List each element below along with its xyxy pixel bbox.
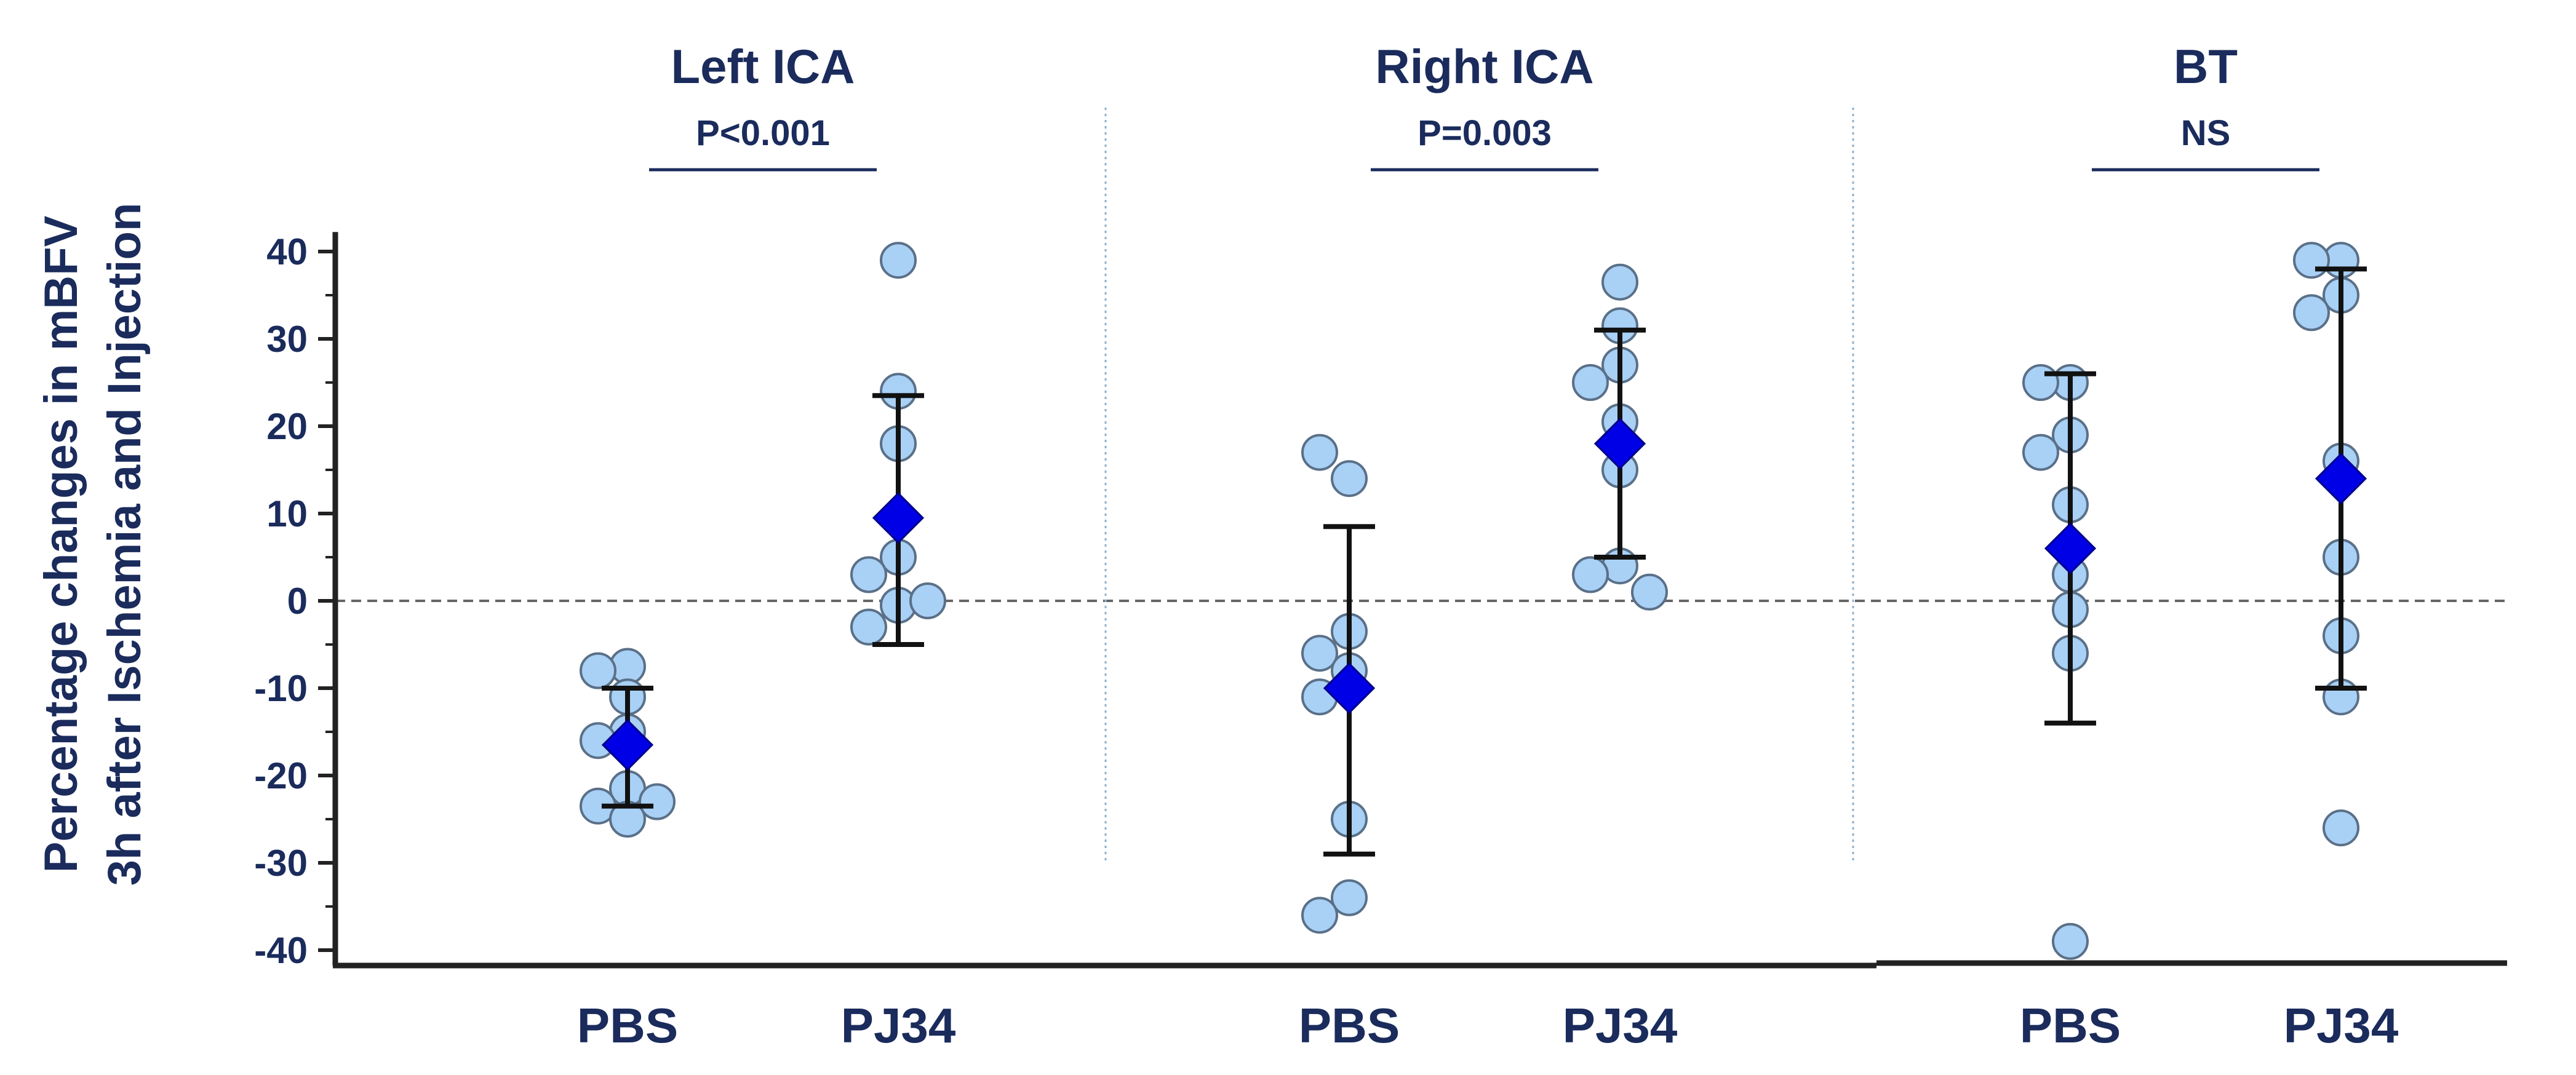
group-right-ica: Right ICA P=0.003 PBS PJ34 <box>1299 39 1678 1053</box>
data-point <box>880 242 917 279</box>
mean-marker <box>2315 453 2367 505</box>
group-title: Left ICA <box>671 39 855 93</box>
mean-marker <box>2044 522 2097 574</box>
data-point <box>2052 922 2089 960</box>
mean-marker <box>1593 418 1646 470</box>
y-tick-label: -40 <box>254 930 308 971</box>
y-tick-label: 20 <box>266 406 308 447</box>
x-category-label: PJ34 <box>2284 998 2399 1053</box>
significance-label: P=0.003 <box>1418 113 1552 153</box>
x-category-label: PJ34 <box>841 998 956 1053</box>
group-bt: BT NS PBS PJ34 <box>2020 39 2399 1053</box>
data-point <box>2022 364 2059 401</box>
y-tick-label: -10 <box>254 668 308 709</box>
condition-pj34: PJ34 <box>1563 263 1678 1053</box>
group-title: BT <box>2174 39 2238 93</box>
data-point <box>1601 263 1638 301</box>
x-category-label: PBS <box>2020 998 2121 1053</box>
condition-pbs: PBS <box>577 648 679 1053</box>
data-point <box>580 652 616 689</box>
x-category-label: PJ34 <box>1563 998 1678 1053</box>
significance-label: P<0.001 <box>696 113 830 153</box>
significance-label: NS <box>2181 113 2231 153</box>
group-left-ica: Left ICA P<0.001 PBS PJ34 <box>577 39 956 1053</box>
mean-marker <box>1323 662 1376 715</box>
y-tick-label: 0 <box>287 581 308 622</box>
data-point <box>639 783 676 820</box>
data-point <box>909 582 946 619</box>
x-category-label: PBS <box>577 998 679 1053</box>
data-point <box>1301 434 1338 471</box>
mean-marker <box>872 491 925 544</box>
y-axis-label-line-1: Percentage changes in mBFV <box>35 215 87 873</box>
data-point <box>1572 364 1609 401</box>
condition-pj34: PJ34 <box>2284 242 2399 1053</box>
data-point <box>2293 242 2330 279</box>
y-tick-label: -30 <box>254 843 308 884</box>
y-tick-label: 30 <box>266 319 308 360</box>
x-category-label: PBS <box>1299 998 1400 1053</box>
y-tick-label: 40 <box>266 231 308 272</box>
data-point <box>850 556 887 593</box>
data-point <box>1301 897 1338 934</box>
data-point <box>1301 635 1338 672</box>
y-axis-label: Percentage changes in mBFV 3h after Ische… <box>35 203 151 886</box>
condition-pbs: PBS <box>2020 364 2121 1053</box>
y-tick-label: -20 <box>254 755 308 796</box>
data-point <box>2323 809 2359 847</box>
data-point <box>2293 294 2330 331</box>
condition-pj34: PJ34 <box>841 242 956 1053</box>
data-point <box>2022 434 2059 471</box>
mean-marker <box>601 719 654 771</box>
data-point <box>1572 556 1609 593</box>
y-tick-label: 10 <box>266 493 308 534</box>
data-point <box>850 608 887 646</box>
condition-pbs: PBS <box>1299 434 1400 1053</box>
data-point <box>1631 573 1668 611</box>
data-point <box>1331 879 1368 916</box>
y-axis-label-line-2: 3h after Ischemia and Injection <box>98 203 151 886</box>
group-title: Right ICA <box>1375 39 1593 93</box>
data-point <box>1331 460 1368 498</box>
